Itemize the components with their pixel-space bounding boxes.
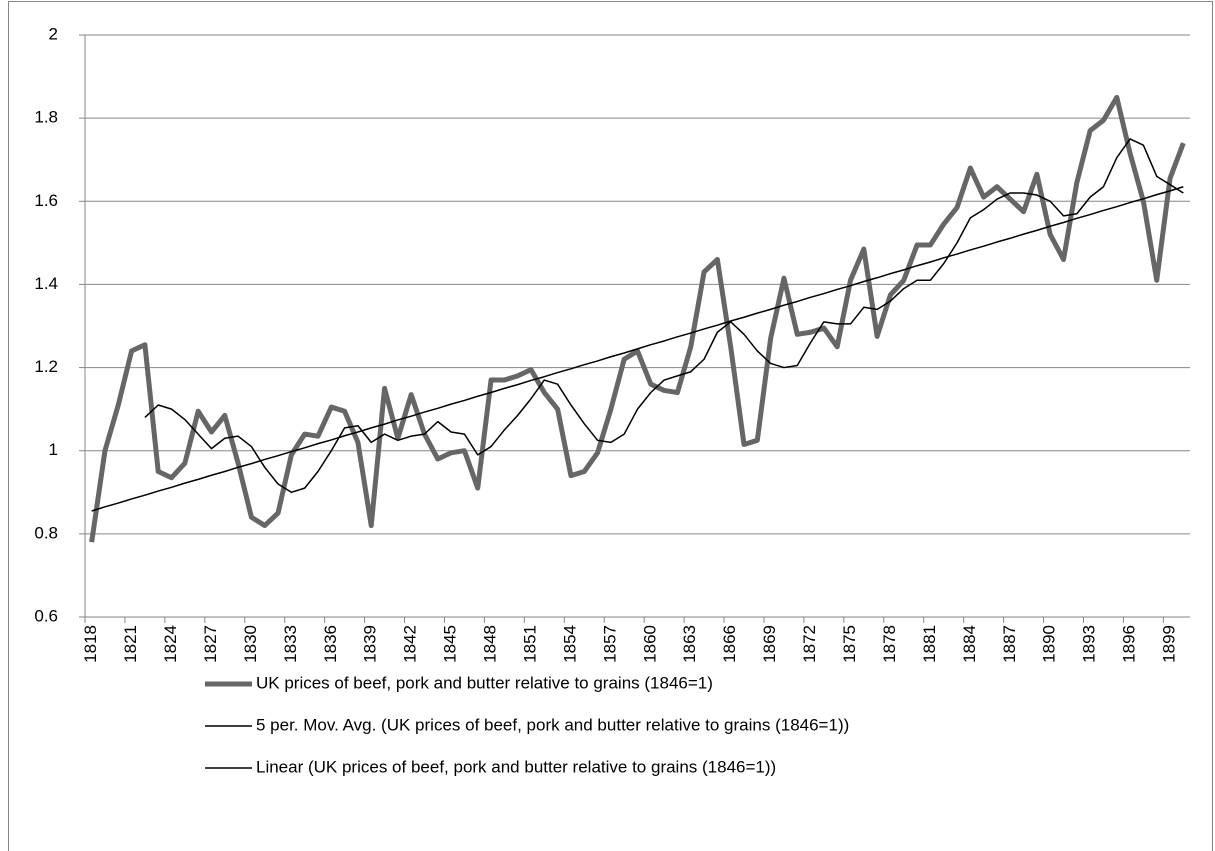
x-tick-label: 1821: [121, 625, 140, 663]
x-tick-label: 1851: [520, 625, 539, 663]
x-tick-label: 1839: [361, 625, 380, 663]
legend-label: 5 per. Mov. Avg. (UK prices of beef, por…: [256, 715, 849, 734]
x-tick-label: 1818: [81, 625, 100, 663]
legend-label: Linear (UK prices of beef, pork and butt…: [256, 757, 776, 776]
y-tick-label: 1.2: [34, 357, 58, 376]
x-tick-label: 1887: [1000, 625, 1019, 663]
x-tick-label: 1854: [560, 625, 579, 663]
x-tick-label: 1845: [441, 625, 460, 663]
x-tick-label: 1824: [161, 625, 180, 663]
x-tick-label: 1830: [241, 625, 260, 663]
x-tick-label: 1860: [640, 625, 659, 663]
x-tick-label: 1857: [600, 625, 619, 663]
x-tick-label: 1884: [960, 625, 979, 663]
x-tick-label: 1872: [800, 625, 819, 663]
x-tick-label: 1890: [1040, 625, 1059, 663]
x-tick-label: 1836: [321, 625, 340, 663]
x-tick-label: 1896: [1120, 625, 1139, 663]
y-tick-label: 1.4: [34, 274, 58, 293]
x-tick-label: 1899: [1160, 625, 1179, 663]
y-tick-label: 0.6: [34, 606, 58, 625]
x-tick-label: 1881: [920, 625, 939, 663]
y-tick-label: 1.8: [34, 108, 58, 127]
x-tick-label: 1863: [680, 625, 699, 663]
x-tick-label: 1827: [201, 625, 220, 663]
x-tick-label: 1875: [840, 625, 859, 663]
series-line: [91, 186, 1184, 512]
x-tick-label: 1869: [760, 625, 779, 663]
x-tick-label: 1866: [720, 625, 739, 663]
x-tick-label: 1842: [401, 625, 420, 663]
y-tick-label: 1: [49, 440, 58, 459]
legend-label: UK prices of beef, pork and butter relat…: [256, 673, 713, 692]
y-tick-label: 1.6: [34, 191, 58, 210]
y-tick-label: 0.8: [34, 523, 58, 542]
x-tick-label: 1878: [880, 625, 899, 663]
x-tick-label: 1848: [481, 625, 500, 663]
x-tick-label: 1893: [1080, 625, 1099, 663]
y-tick-label: 2: [49, 24, 58, 43]
x-tick-label: 1833: [281, 625, 300, 663]
series-line: [144, 138, 1184, 494]
series-line: [89, 94, 1186, 543]
